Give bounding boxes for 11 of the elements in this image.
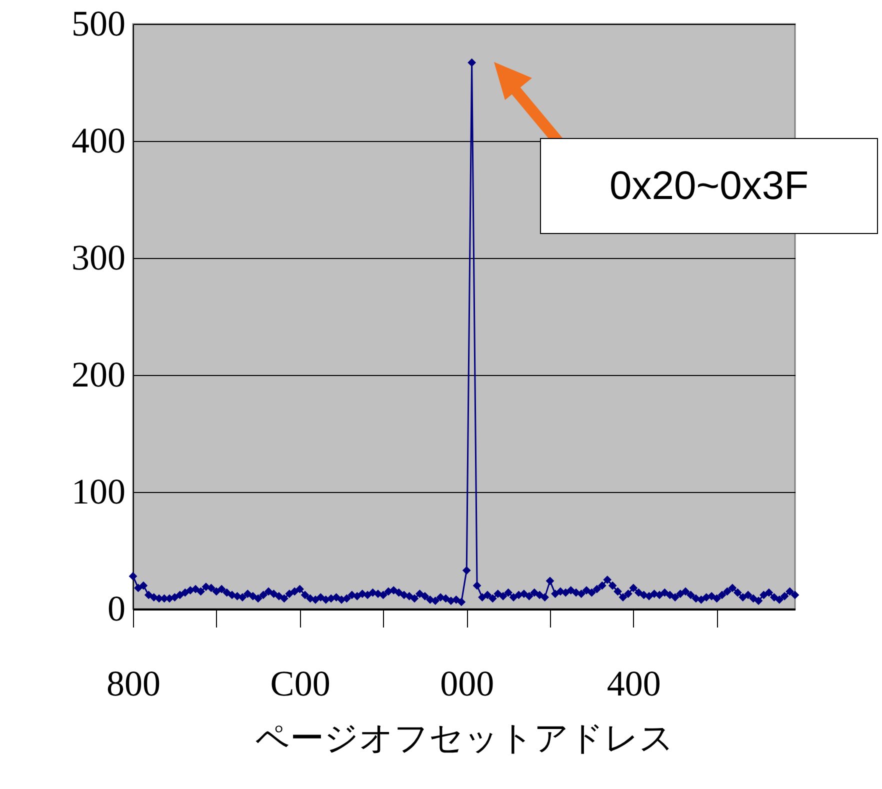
y-tick-label: 400 — [72, 120, 126, 160]
x-tick-label: 400 — [606, 664, 661, 704]
y-tick-label: 200 — [72, 354, 126, 394]
x-tick-label: C00 — [270, 664, 330, 704]
y-tick-label: 100 — [72, 472, 126, 512]
x-tick-label: 800 — [106, 664, 160, 704]
x-axis-title: ページオフセットアドレス — [255, 718, 674, 758]
y-tick-label: 300 — [72, 238, 126, 278]
x-tick-label: 000 — [440, 664, 494, 704]
y-tick-label: 500 — [72, 4, 126, 44]
y-tick-label: 0 — [108, 588, 126, 628]
